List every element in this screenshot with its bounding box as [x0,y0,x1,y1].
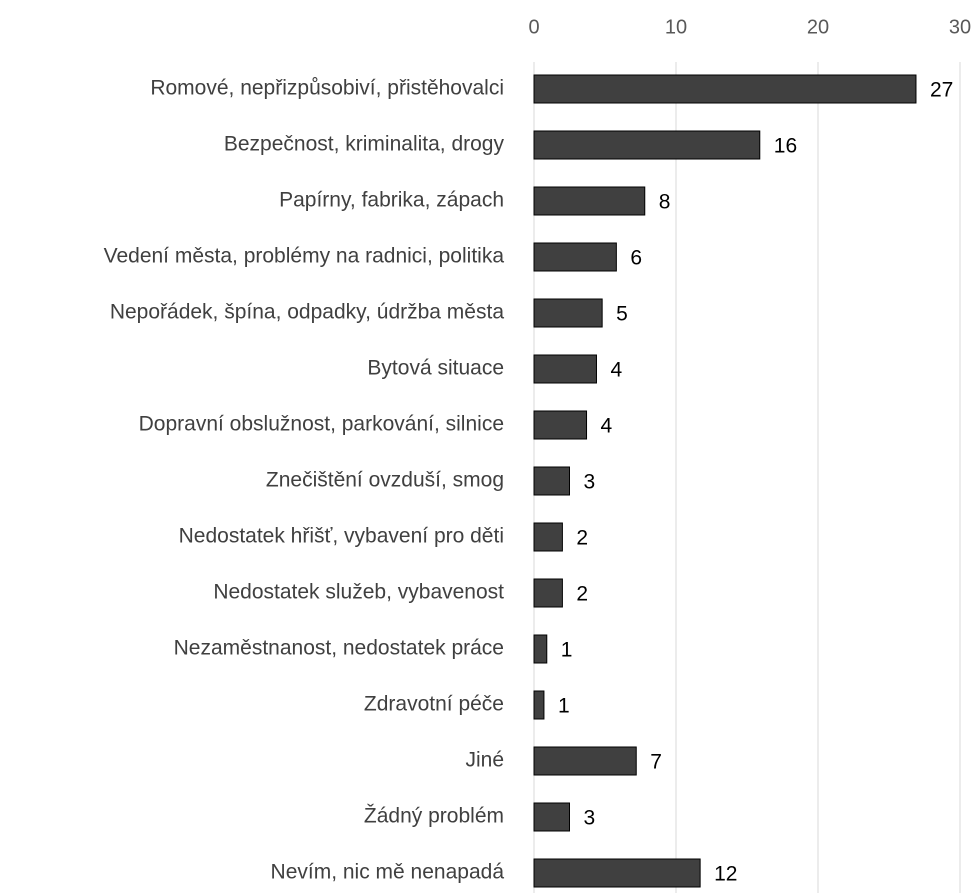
data-label: 5 [616,303,628,326]
bar [533,802,570,832]
y-tick-label: Bezpečnost, kriminalita, drogy [224,133,505,156]
bar [533,186,646,216]
data-label: 3 [584,471,596,494]
data-label: 4 [601,415,613,438]
data-label: 7 [650,751,662,774]
bar [533,466,570,496]
bar [533,690,545,720]
y-tick-label: Papírny, fabrika, zápach [279,189,504,212]
x-tick-label: 20 [807,16,829,38]
data-label: 8 [659,191,671,214]
bar [533,746,637,776]
x-tick-label: 10 [665,16,687,38]
y-tick-label: Nedostatek služeb, vybavenost [213,581,504,604]
y-tick-label: Nedostatek hřišť, vybavení pro děti [179,525,504,548]
data-label: 12 [714,863,737,886]
data-label: 3 [584,807,596,830]
data-label: 4 [610,359,622,382]
x-tick-label: 0 [528,16,539,38]
bar [533,858,701,888]
y-tick-label: Jiné [465,749,504,772]
data-label: 1 [558,695,570,718]
bar [533,242,617,272]
y-tick-label: Romové, nepřizpůsobiví, přistěhovalci [150,77,504,100]
data-label: 16 [774,135,797,158]
bar [533,74,917,104]
bar [533,522,563,552]
y-tick-label: Dopravní obslužnost, parkování, silnice [139,413,504,436]
data-label: 1 [561,639,573,662]
bar [533,410,588,440]
bar [533,634,548,664]
data-label: 2 [576,527,588,550]
y-tick-label: Nepořádek, špína, odpadky, údržba města [110,301,505,324]
bar [533,354,597,384]
x-tick-label: 30 [949,16,971,38]
bar [533,130,761,160]
y-tick-label: Žádný problém [364,805,504,828]
bar [533,298,603,328]
y-tick-label: Zdravotní péče [364,693,504,716]
y-tick-label: Vedení města, problémy na radnici, polit… [104,245,505,268]
bar [533,578,563,608]
y-tick-label: Znečištění ovzduší, smog [266,469,504,492]
y-tick-label: Nezaměstnanost, nedostatek práce [174,637,504,660]
data-label: 6 [630,247,642,270]
data-label: 27 [930,79,953,102]
y-tick-label: Nevím, nic mě nenapadá [271,861,505,884]
data-label: 2 [576,583,588,606]
y-tick-label: Bytová situace [367,357,504,380]
